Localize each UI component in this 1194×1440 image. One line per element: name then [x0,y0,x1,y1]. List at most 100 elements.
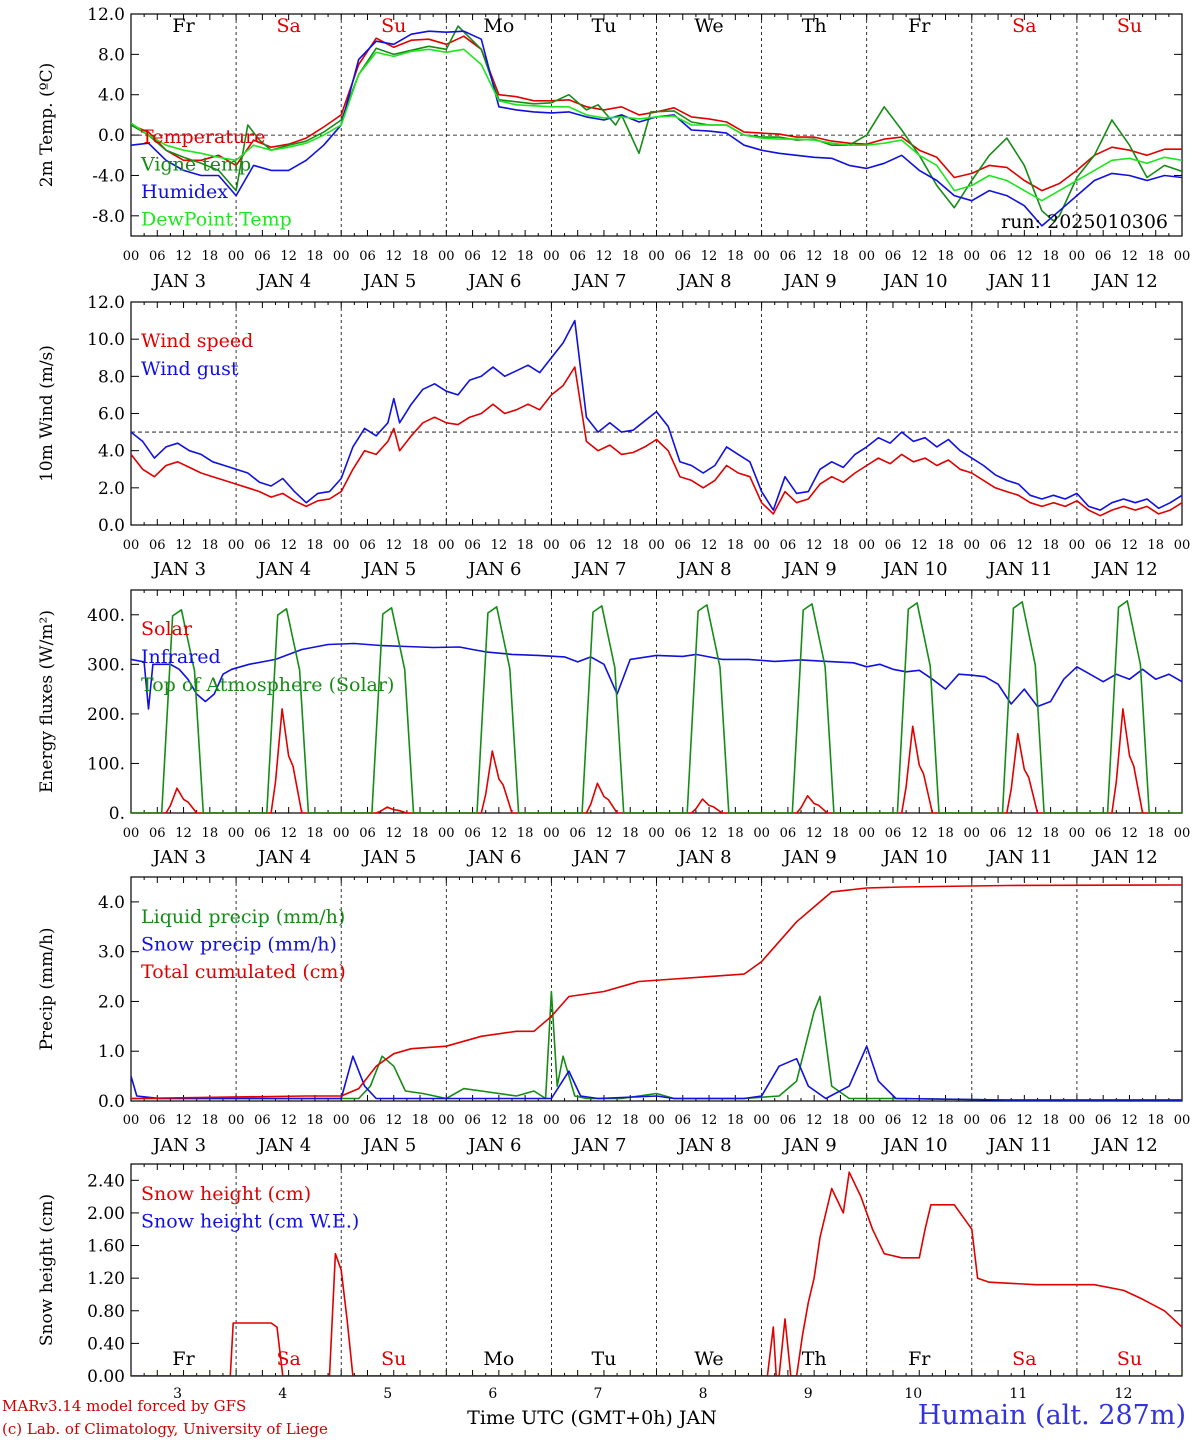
legend-entry: Wind speed [141,330,253,352]
hour-tick-label: 12 [385,1113,402,1128]
y-tick-label: 1.20 [87,1269,125,1289]
series-line-2 [131,319,1182,511]
date-label: JAN 3 [151,847,206,868]
y-tick-label: -8.0 [92,207,125,227]
station-name: Humain (alt. 287m) [917,1400,1186,1431]
hour-tick-label: 06 [675,826,692,841]
hour-tick-label: 12 [806,1113,823,1128]
date-label: JAN 12 [1091,847,1158,868]
hour-tick-label: 06 [990,249,1007,264]
hour-tick-label: 12 [280,538,297,553]
hour-tick-label: 12 [911,826,928,841]
y-tick-label: 12.0 [87,293,125,313]
day-name-label: We [694,15,723,37]
hour-tick-label: 06 [569,249,586,264]
panel-2: 00 06 12 18 00 06 12 18 00 06 12 18 00 06 12 18 00 06 12 18… [37,293,1190,580]
date-label: JAN 5 [361,559,416,580]
y-tick-label: 0. [109,804,125,824]
y-tick-label: 8.0 [98,45,125,65]
hour-tick-label: 12 [491,249,508,264]
legend-entry: Snow height (cm) [141,1183,311,1205]
hour-tick-label: 00 [438,249,455,264]
y-tick-label: 0.40 [87,1334,125,1354]
bottom-day-number: 5 [383,1386,392,1402]
hour-tick-label: 18 [937,826,954,841]
date-label: JAN 7 [571,847,626,868]
panel-3: 00 06 12 18 00 06 12 18 00 06 12 18 00 06 12 18 00 06 12 18… [37,589,1190,868]
bottom-day-number: 10 [904,1386,922,1402]
date-label: JAN 7 [571,1135,626,1156]
series-line-2 [131,25,1182,222]
y-tick-label: 10.0 [87,330,125,350]
run-label: run: 2025010306 [1001,211,1168,233]
y-tick-label: 0.0 [98,1092,125,1112]
date-label: JAN 5 [361,271,416,292]
plot-area [131,319,1182,517]
date-label: JAN 8 [676,559,731,580]
hour-tick-label: 18 [412,538,429,553]
y-tick-label: 2.0 [98,479,125,499]
hour-tick-label: 12 [911,1113,928,1128]
hour-tick-label: 18 [517,249,534,264]
legend-entry: Total cumulated (cm) [141,961,346,983]
legend-entry: Humidex [141,181,228,203]
hour-tick-label: 06 [990,826,1007,841]
series-line-4 [131,48,1182,202]
hour-tick-label: 06 [254,1113,271,1128]
date-label: JAN 12 [1091,559,1158,580]
date-label: JAN 8 [676,271,731,292]
hour-tick-label: 12 [280,826,297,841]
plot-area [131,1171,1182,1376]
hour-tick-label: 06 [675,1113,692,1128]
hour-tick-label: 18 [307,249,324,264]
hour-tick-label: 18 [727,538,744,553]
hour-tick-label: 06 [254,249,271,264]
date-label: JAN 7 [571,271,626,292]
hour-tick-label: 06 [254,538,271,553]
date-label: JAN 10 [881,559,948,580]
hour-tick-label: 12 [701,249,718,264]
day-name-label: Fr [908,15,931,37]
date-label: JAN 6 [466,271,521,292]
hour-tick-label: 18 [1147,249,1164,264]
hour-tick-label: 00 [753,1113,770,1128]
hour-tick-label: 06 [780,826,797,841]
hour-tick-label: 18 [517,1113,534,1128]
hour-tick-label: 06 [149,1113,166,1128]
hour-tick-label: 18 [1042,1113,1059,1128]
hour-tick-label: 06 [885,249,902,264]
hour-tick-label: 12 [1121,826,1138,841]
y-tick-label: 0.80 [87,1302,125,1322]
y-tick-label: 4.0 [98,86,125,106]
day-name-label: Sa [1012,1348,1036,1370]
hour-tick-label: 00 [123,1113,140,1128]
hour-tick-label: 00 [753,538,770,553]
y-tick-label: 2.00 [87,1204,125,1224]
date-label: JAN 6 [466,1135,521,1156]
hour-tick-label: 00 [648,249,665,264]
day-name-label: Tu [591,15,616,37]
hour-tick-label: 06 [464,826,481,841]
hour-tick-label: 12 [701,1113,718,1128]
day-name-label: Sa [276,15,300,37]
legend-entry: Liquid precip (mm/h) [141,906,345,928]
date-label: JAN 11 [986,1135,1053,1156]
hour-tick-label: 06 [780,1113,797,1128]
hour-tick-label: 18 [1147,538,1164,553]
date-label: JAN 3 [151,1135,206,1156]
hour-tick-label: 18 [202,538,219,553]
hour-tick-label: 06 [149,826,166,841]
hour-tick-label: 18 [202,826,219,841]
day-name-label: Sa [276,1348,300,1370]
hour-tick-label: 00 [964,1113,981,1128]
hour-tick-label: 12 [491,538,508,553]
hour-tick-label: 18 [517,538,534,553]
hour-tick-label: 12 [806,826,823,841]
hour-tick-label: 00 [1069,538,1086,553]
hour-tick-label: 00 [648,826,665,841]
hour-tick-label: 00 [438,826,455,841]
hour-tick-label: 00 [333,826,350,841]
hour-tick-label: 12 [911,249,928,264]
date-label: JAN 11 [986,559,1053,580]
